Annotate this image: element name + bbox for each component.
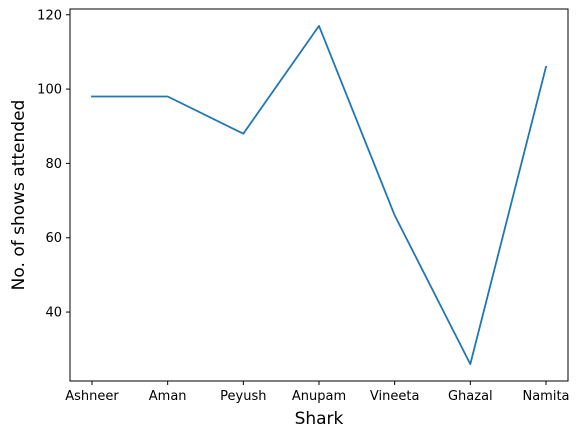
y-axis-ticks: 40 60 80 100 120 (37, 8, 70, 321)
y-tick-label: 40 (45, 306, 62, 321)
data-point-namita (545, 66, 547, 68)
data-point-peyush (242, 133, 244, 135)
x-tick-label: Ghazal (448, 389, 493, 404)
data-point-aman (167, 96, 169, 98)
data-point-vineeta (394, 214, 396, 216)
data-point-ashneer (91, 96, 93, 98)
x-tick-label: Anupam (292, 389, 346, 404)
y-tick-label: 80 (45, 157, 62, 172)
data-point-ghazal (469, 363, 471, 365)
axes-frame (69, 8, 569, 382)
x-tick-label: Ashneer (65, 389, 119, 404)
x-tick-label: Peyush (220, 389, 266, 404)
y-tick-label: 60 (45, 231, 62, 246)
y-tick-label: 120 (37, 8, 62, 23)
plot-area (69, 8, 569, 382)
x-axis-ticks: Ashneer Aman Peyush Anupam Vineeta Ghazal Nami… (65, 381, 570, 404)
x-tick-label: Aman (149, 389, 187, 404)
x-tick-label: Namita (522, 389, 569, 404)
y-tick-label: 100 (37, 83, 62, 98)
y-axis-title: No. of shows attended (9, 100, 29, 291)
x-tick-label: Vineeta (370, 389, 420, 404)
data-point-anupam (318, 25, 320, 27)
data-line (91, 24, 548, 366)
x-axis-title: Shark (295, 409, 344, 429)
